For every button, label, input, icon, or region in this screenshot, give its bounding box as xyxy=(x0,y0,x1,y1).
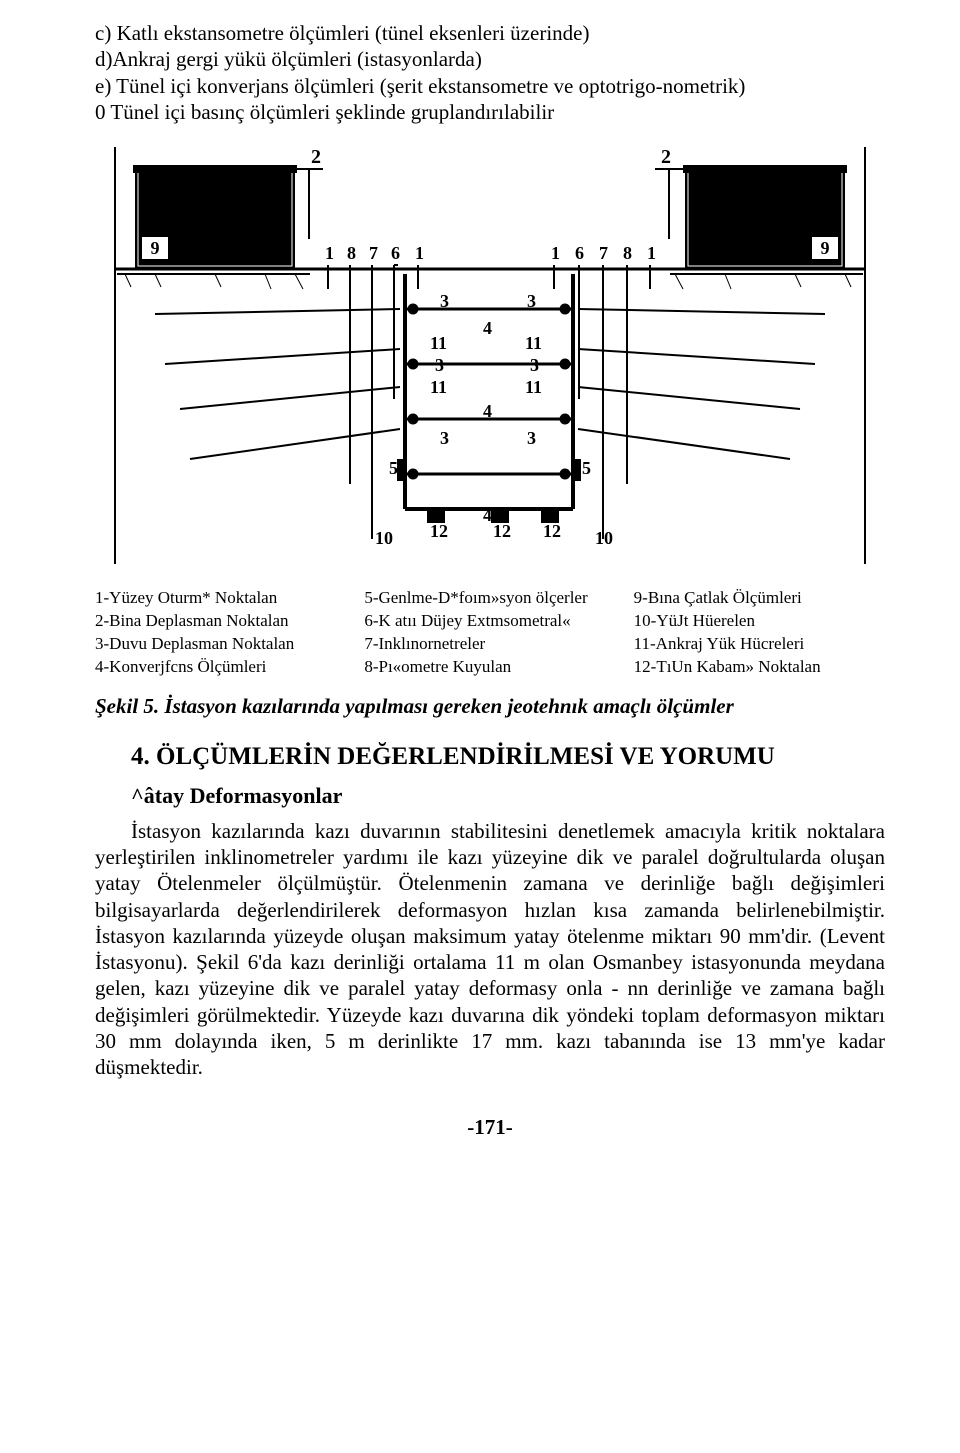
diag-11-d: 11 xyxy=(525,377,542,397)
intro-item-c: c) Katlı ekstansometre ölçümleri (tünel … xyxy=(95,20,885,46)
section-4-heading: 4. ÖLÇÜMLERİN DEĞERLENDİRİLMESİ VE YORUM… xyxy=(95,741,885,772)
diagram-num-top-left-1b: 1 xyxy=(415,243,424,263)
legend-1: 1-Yüzey Oturm* Noktalan xyxy=(95,587,346,610)
intro-list: c) Katlı ekstansometre ölçümleri (tünel … xyxy=(95,20,885,125)
legend-9: 9-Bına Çatlak Ölçümleri xyxy=(634,587,885,610)
diagram-num-top-right-7: 7 xyxy=(599,243,608,263)
diag-4-c: 4 xyxy=(483,505,492,525)
diagram-num-top-left-6: 6 xyxy=(391,243,400,263)
diag-10-l: 10 xyxy=(375,528,393,548)
legend-10: 10-YüJt Hüerelen xyxy=(634,610,885,633)
diag-3-b: 3 xyxy=(527,291,536,311)
diagram-num-top-right-6: 6 xyxy=(575,243,584,263)
diag-5-l: 5 xyxy=(389,458,398,478)
diagram-num-top-left-7: 7 xyxy=(369,243,378,263)
legend-col-1: 1-Yüzey Oturm* Noktalan 2-Bina Deplasman… xyxy=(95,587,346,679)
legend-3: 3-Duvu Deplasman Noktalan xyxy=(95,633,346,656)
diagram-num-top-right-8: 8 xyxy=(623,243,632,263)
diagram-num-top-left-8: 8 xyxy=(347,243,356,263)
section-4-subheading: ^âtay Deformasyonlar xyxy=(131,782,885,810)
diag-3-e: 3 xyxy=(435,355,444,375)
legend-8: 8-Pı«ometre Kuyulan xyxy=(364,656,615,679)
figure-legend: 1-Yüzey Oturm* Noktalan 2-Bina Deplasman… xyxy=(95,587,885,679)
legend-11: 11-Ankraj Yük Hücreleri xyxy=(634,633,885,656)
diag-10-r: 10 xyxy=(595,528,613,548)
legend-col-3: 9-Bına Çatlak Ölçümleri 10-YüJt Hüerelen… xyxy=(634,587,885,679)
diagram-num-top-right-1: 1 xyxy=(551,243,560,263)
diag-5-r: 5 xyxy=(582,458,591,478)
intro-item-zero: 0 Tünel içi basınç ölçümleri şeklinde gr… xyxy=(95,99,885,125)
diagram-label-2-left: 2 xyxy=(311,146,321,168)
diag-3-a: 3 xyxy=(440,291,449,311)
legend-2: 2-Bina Deplasman Noktalan xyxy=(95,610,346,633)
legend-6: 6-K atıı Düjey Extmsometral« xyxy=(364,610,615,633)
diag-3-c: 3 xyxy=(440,428,449,448)
intro-item-d: d)Ankraj gergi yükü ölçümleri (istasyonl… xyxy=(95,46,885,72)
legend-7: 7-Inklınornetreler xyxy=(364,633,615,656)
diagram-label-2-right: 2 xyxy=(661,146,671,168)
diagram-num-top-right-1b: 1 xyxy=(647,243,656,263)
diag-11-a: 11 xyxy=(430,333,447,353)
diag-12-b: 12 xyxy=(493,521,511,541)
page-number: -171- xyxy=(95,1114,885,1140)
diag-4-a: 4 xyxy=(483,318,492,338)
diagram-num-top-left-1: 1 xyxy=(325,243,334,263)
intro-item-e: e) Tünel içi konverjans ölçümleri (şerit… xyxy=(95,73,885,99)
page: c) Katlı ekstansometre ölçümleri (tünel … xyxy=(0,0,960,1181)
legend-5: 5-Genlme-D*foım»syon ölçerler xyxy=(364,587,615,610)
diag-4-b: 4 xyxy=(483,401,492,421)
legend-4: 4-Konverjfcns Ölçümleri xyxy=(95,656,346,679)
diag-3-d: 3 xyxy=(527,428,536,448)
legend-col-2: 5-Genlme-D*foım»syon ölçerler 6-K atıı D… xyxy=(364,587,615,679)
diag-11-c: 11 xyxy=(430,377,447,397)
diag-12-a: 12 xyxy=(430,521,448,541)
station-diagram: 9 2 9 2 1 8 7 6 xyxy=(95,139,885,569)
legend-12: 12-TıUn Kabam» Noktalan xyxy=(634,656,885,679)
figure-caption: Şekil 5. İstasyon kazılarında yapılması … xyxy=(95,693,885,719)
diag-3-f: 3 xyxy=(530,355,539,375)
diagram-label-9-right: 9 xyxy=(821,238,830,258)
diagram-label-9-left: 9 xyxy=(151,238,160,258)
section-4-paragraph: İstasyon kazılarında kazı duvarının stab… xyxy=(95,818,885,1081)
diag-11-b: 11 xyxy=(525,333,542,353)
diag-12-c: 12 xyxy=(543,521,561,541)
